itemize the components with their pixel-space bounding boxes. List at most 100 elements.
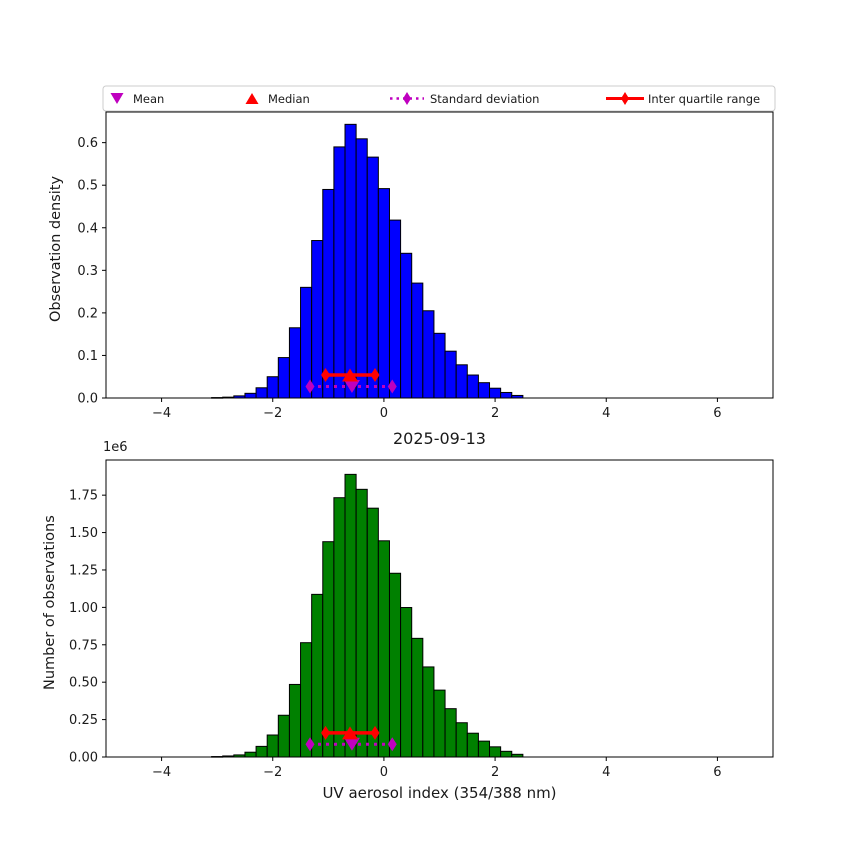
median-marker xyxy=(342,368,359,382)
std-dev-end-marker xyxy=(387,737,397,752)
histogram-bar xyxy=(388,572,402,758)
y-tick-label: 0.25 xyxy=(69,713,98,728)
histogram-bar xyxy=(366,156,379,399)
axes-frame xyxy=(105,459,774,758)
histogram-bar xyxy=(466,732,479,758)
histogram-bar xyxy=(388,219,402,399)
x-tick-label: −4 xyxy=(152,765,171,780)
y-tick-label: 1.75 xyxy=(69,489,98,504)
histogram-bar xyxy=(344,473,357,758)
median-marker xyxy=(342,726,359,740)
histogram-bar xyxy=(377,540,390,758)
histogram-bar xyxy=(333,146,346,399)
histogram-bar xyxy=(333,497,346,758)
y-tick-label: 0.75 xyxy=(69,638,98,653)
legend-box xyxy=(102,85,776,112)
histogram-bar xyxy=(500,391,513,399)
histogram-bar xyxy=(288,683,302,758)
histogram-bar xyxy=(366,507,379,758)
legend-median-marker-icon xyxy=(245,93,259,104)
legend-label-std: Standard deviation xyxy=(430,92,540,106)
y-tick-label: 0.2 xyxy=(77,306,98,321)
histogram-bar xyxy=(466,374,479,399)
y-axis-label-density: Observation density xyxy=(48,175,64,322)
histogram-bar xyxy=(500,750,513,758)
mean-marker xyxy=(343,380,360,394)
x-tick-label: 4 xyxy=(602,406,610,421)
histogram-bar xyxy=(266,734,279,758)
y-tick-label: 0.50 xyxy=(69,676,98,691)
histogram-bar xyxy=(433,332,446,399)
histogram-bar xyxy=(322,188,335,399)
axes-frame xyxy=(105,111,774,399)
subplot-title: 2025-09-13 xyxy=(393,429,486,448)
histogram-bar xyxy=(288,327,302,399)
y-tick-label: 0.4 xyxy=(77,221,98,236)
histogram-bar xyxy=(422,310,435,399)
histogram-bar xyxy=(277,714,290,758)
std-dev-end-marker xyxy=(305,379,315,394)
histogram-bar xyxy=(422,666,435,758)
histogram-bar xyxy=(355,488,368,758)
histogram-bar xyxy=(377,188,390,399)
x-tick-label: 6 xyxy=(713,765,721,780)
x-axis-label: UV aerosol index (354/388 nm) xyxy=(322,784,557,802)
std-dev-end-marker xyxy=(387,379,397,394)
histogram-bar xyxy=(455,722,468,758)
histogram-bar xyxy=(311,240,324,399)
x-tick-label: −2 xyxy=(263,765,282,780)
y-axis-label-counts: Number of observations xyxy=(42,515,58,690)
x-tick-label: 0 xyxy=(380,765,388,780)
y-tick-label: 0.0 xyxy=(77,392,98,407)
mean-marker xyxy=(343,737,360,751)
histogram-bar xyxy=(344,123,357,399)
histogram-bar xyxy=(355,138,368,399)
histogram-bar xyxy=(444,708,457,758)
y-tick-label: 0.6 xyxy=(77,136,98,151)
legend-mean-marker-icon xyxy=(110,93,124,104)
std-dev-end-marker xyxy=(305,737,315,752)
histogram-bar xyxy=(266,376,279,399)
y-tick-label: 1.25 xyxy=(69,563,98,578)
y-tick-label: 0.00 xyxy=(69,751,98,766)
legend-std-marker-icon xyxy=(403,92,411,105)
histogram-bar xyxy=(400,252,413,399)
y-tick-label: 1.50 xyxy=(69,526,98,541)
histogram-bar xyxy=(455,364,468,399)
x-tick-label: 2 xyxy=(491,406,499,421)
histogram-bar xyxy=(244,392,257,399)
histogram-bar xyxy=(255,745,268,758)
histogram-bar xyxy=(411,282,424,399)
x-tick-label: −2 xyxy=(263,406,282,421)
legend-iqr-marker-icon xyxy=(621,92,629,105)
x-tick-label: 0 xyxy=(380,406,388,421)
histogram-bar xyxy=(444,350,457,399)
x-tick-label: 2 xyxy=(491,765,499,780)
histogram-bar xyxy=(477,382,491,399)
histogram-bar xyxy=(400,607,413,758)
iqr-end-marker xyxy=(321,725,331,740)
histogram-bar xyxy=(489,387,502,399)
histogram-bar xyxy=(489,746,502,758)
y-tick-label: 0.1 xyxy=(77,349,98,364)
iqr-end-marker xyxy=(370,725,380,740)
x-tick-label: −4 xyxy=(152,406,171,421)
histogram-bar xyxy=(255,387,268,399)
histogram-bar xyxy=(322,541,335,758)
iqr-end-marker xyxy=(370,368,380,383)
legend-label-mean: Mean xyxy=(133,92,165,106)
histogram-bar xyxy=(244,751,257,758)
histogram-bar xyxy=(477,740,491,758)
legend-label-iqr: Inter quartile range xyxy=(648,92,761,106)
y-tick-label: 1.00 xyxy=(69,601,98,616)
histogram-bar xyxy=(311,593,324,758)
histogram-bar xyxy=(277,357,290,399)
x-tick-label: 4 xyxy=(602,765,610,780)
y-tick-label: 0.3 xyxy=(77,264,98,279)
x-tick-label: 6 xyxy=(713,406,721,421)
legend-label-median: Median xyxy=(268,92,310,106)
y-axis-offset-label: 1e6 xyxy=(103,440,128,455)
histogram-bar xyxy=(433,689,446,758)
